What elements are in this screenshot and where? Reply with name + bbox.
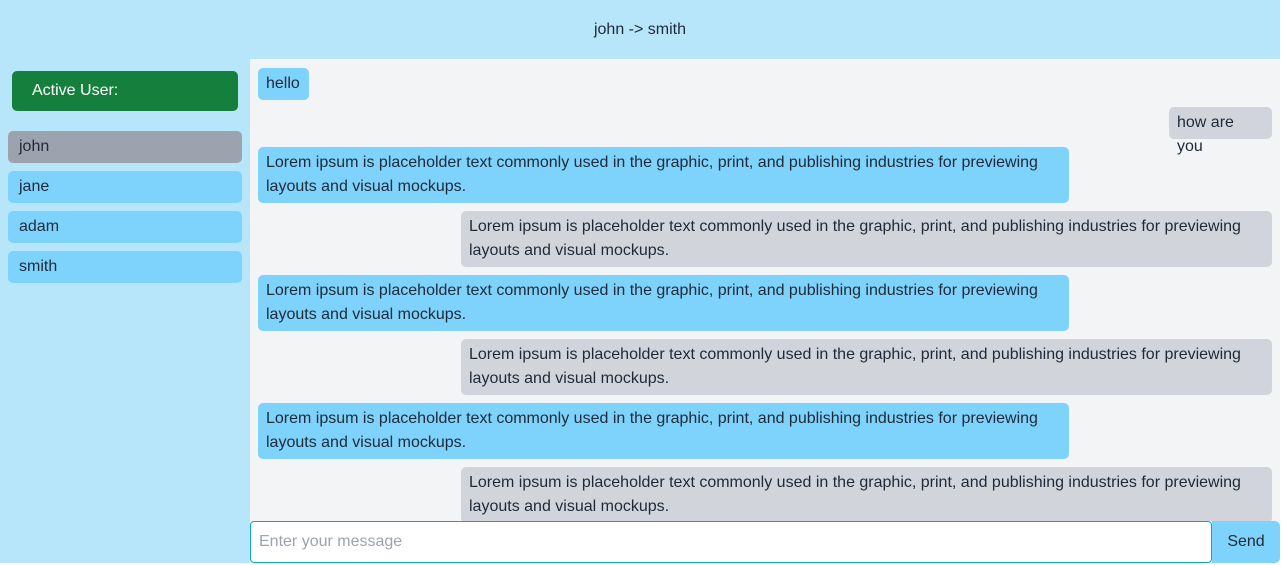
sent-message: Lorem ipsum is placeholder text commonly…	[258, 275, 1069, 331]
received-message: how are you	[1169, 107, 1272, 155]
active-user-label: Active User:	[32, 82, 119, 99]
send-button[interactable]: Send	[1212, 521, 1280, 563]
sent-message: hello	[258, 68, 309, 100]
user-item-label: adam	[19, 218, 60, 235]
user-list: john jane adam smith	[8, 131, 242, 291]
user-item-label: john	[19, 138, 50, 155]
message-input[interactable]	[250, 521, 1212, 563]
user-item-adam[interactable]: adam	[8, 211, 242, 243]
received-message: Lorem ipsum is placeholder text commonly…	[461, 211, 1272, 267]
user-item-john[interactable]: john	[8, 131, 242, 163]
sidebar: Active User: john jane adam smith	[0, 59, 250, 563]
user-item-label: jane	[19, 178, 50, 195]
sent-message: Lorem ipsum is placeholder text commonly…	[258, 147, 1069, 203]
message-composer: Send	[250, 521, 1280, 563]
active-user-banner: Active User:	[12, 71, 238, 111]
chat-header: john -> smith	[0, 0, 1280, 59]
sent-message: Lorem ipsum is placeholder text commonly…	[258, 403, 1069, 459]
conversation-title: john -> smith	[593, 20, 687, 38]
user-item-smith[interactable]: smith	[8, 251, 242, 283]
received-message: Lorem ipsum is placeholder text commonly…	[461, 339, 1272, 395]
user-item-label: smith	[19, 258, 58, 275]
user-item-jane[interactable]: jane	[8, 171, 242, 203]
received-message: Lorem ipsum is placeholder text commonly…	[461, 467, 1272, 521]
message-area[interactable]: hello how are you Lorem ipsum is placeho…	[250, 59, 1280, 521]
